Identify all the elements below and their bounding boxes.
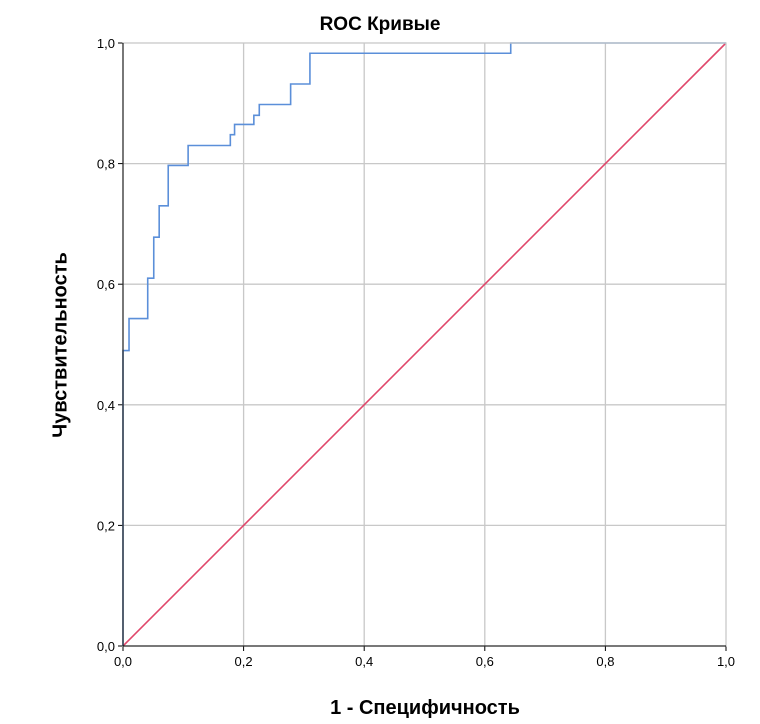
y-tick-label: 0,0 bbox=[97, 639, 115, 654]
x-tick-label: 0,0 bbox=[114, 654, 132, 669]
chart-title: ROC Кривые bbox=[319, 14, 441, 35]
plot-frame bbox=[122, 42, 727, 647]
y-axis-label: Чувствительность bbox=[49, 252, 72, 438]
x-tick-label: 0,4 bbox=[355, 654, 373, 669]
roc-curve-line bbox=[122, 42, 726, 646]
y-tick-label: 1,0 bbox=[97, 36, 115, 51]
x-tick-label: 1,0 bbox=[717, 654, 735, 669]
y-tick-label: 0,4 bbox=[97, 398, 115, 413]
tick-marks bbox=[118, 42, 727, 651]
x-tick-label: 0,6 bbox=[476, 654, 494, 669]
reference-diagonal-line bbox=[122, 42, 727, 647]
tick-labels: 0,0 0,2 0,4 0,6 0,8 1,0 0,0 0,2 0,4 0,6 0,8 1,0 bbox=[97, 36, 735, 669]
y-tick-label: 0,6 bbox=[97, 277, 115, 292]
grid-lines bbox=[123, 43, 726, 646]
series-lines bbox=[122, 42, 727, 647]
y-tick-label: 0,2 bbox=[97, 518, 115, 533]
x-tick-label: 0,8 bbox=[596, 654, 614, 669]
y-tick-label: 0,8 bbox=[97, 157, 115, 172]
x-axis-label: 1 - Специфичность bbox=[330, 697, 520, 719]
x-tick-label: 0,2 bbox=[235, 654, 253, 669]
